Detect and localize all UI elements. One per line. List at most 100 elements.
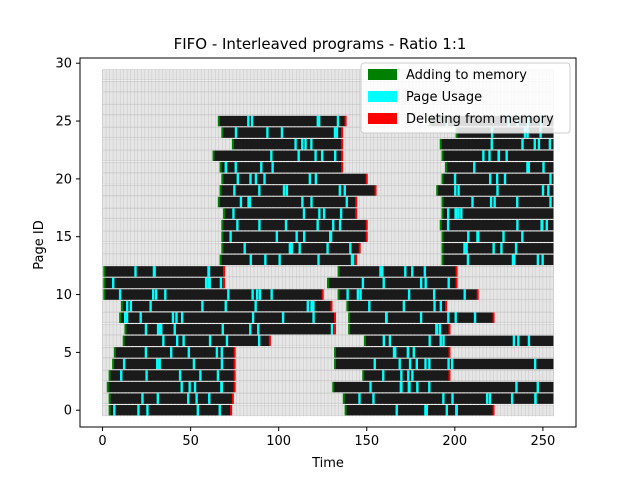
usage-marker (145, 370, 148, 381)
add-marker (441, 196, 444, 208)
legend-label: Adding to memory (406, 68, 527, 83)
add-marker (103, 277, 106, 289)
add-marker (106, 381, 109, 393)
usage-marker (446, 208, 450, 219)
add-marker (337, 266, 340, 277)
resident-interval (220, 185, 376, 196)
usage-marker (534, 393, 537, 404)
usage-marker (521, 231, 524, 242)
usage-marker (394, 347, 397, 358)
usage-marker (537, 138, 541, 150)
usage-marker (500, 243, 503, 254)
usage-marker (251, 312, 255, 323)
usage-marker (281, 312, 285, 323)
usage-marker (250, 115, 254, 127)
resident-interval (328, 277, 457, 289)
usage-marker (549, 173, 552, 185)
usage-marker (415, 358, 419, 370)
usage-marker (146, 405, 149, 416)
usage-marker (503, 173, 507, 185)
usage-marker (251, 289, 254, 300)
delete-marker (341, 150, 344, 161)
add-marker (441, 231, 444, 242)
usage-marker (416, 381, 419, 393)
legend-swatch (368, 91, 397, 102)
usage-marker (249, 324, 252, 335)
usage-marker (314, 173, 318, 185)
usage-marker (173, 324, 176, 335)
usage-marker (497, 150, 500, 161)
usage-marker (545, 219, 548, 231)
usage-marker (511, 254, 515, 266)
add-marker (348, 324, 351, 335)
usage-marker (495, 173, 499, 185)
usage-marker (234, 162, 237, 173)
add-marker (327, 277, 329, 289)
usage-marker (234, 127, 238, 138)
usage-marker (473, 312, 477, 323)
usage-marker (314, 150, 317, 161)
usage-marker (216, 370, 220, 381)
usage-marker (301, 138, 304, 150)
usage-marker (454, 185, 457, 196)
usage-marker (170, 347, 173, 358)
usage-marker (388, 335, 392, 347)
usage-marker (439, 300, 443, 312)
usage-marker (207, 266, 211, 277)
chart-title: FIFO - Interleaved programs - Ratio 1:1 (174, 35, 467, 53)
usage-marker (254, 300, 257, 312)
add-marker (221, 219, 224, 231)
usage-marker (490, 138, 493, 150)
usage-marker (199, 370, 202, 381)
usage-marker (336, 115, 340, 127)
usage-marker (338, 185, 342, 196)
usage-marker (310, 138, 313, 150)
usage-marker (304, 138, 307, 150)
usage-marker (171, 312, 175, 323)
usage-marker (455, 405, 458, 416)
usage-marker (514, 243, 518, 254)
resident-interval (104, 289, 323, 300)
usage-marker (278, 254, 281, 266)
usage-marker (361, 277, 365, 289)
add-marker (112, 358, 115, 370)
usage-marker (447, 312, 450, 323)
usage-marker (236, 173, 239, 185)
delete-marker (341, 162, 344, 173)
usage-marker (541, 185, 545, 196)
add-marker (221, 173, 224, 185)
usage-marker (310, 196, 313, 208)
add-marker (362, 370, 365, 381)
usage-marker (329, 231, 332, 242)
usage-marker (297, 150, 300, 161)
usage-marker (207, 277, 210, 289)
usage-marker (442, 335, 445, 347)
add-marker (119, 312, 122, 323)
add-marker (103, 266, 106, 277)
resident-interval (222, 173, 367, 185)
usage-marker (428, 381, 431, 393)
usage-marker (124, 312, 127, 323)
delete-marker (230, 405, 233, 416)
usage-marker (239, 196, 243, 208)
usage-marker (255, 289, 259, 300)
add-marker (124, 324, 127, 335)
usage-marker (284, 219, 288, 231)
usage-marker (258, 185, 261, 196)
usage-marker (220, 347, 223, 358)
usage-marker (467, 231, 470, 242)
usage-marker (453, 173, 457, 185)
usage-marker (322, 208, 326, 219)
usage-marker (510, 393, 514, 404)
usage-marker (425, 405, 429, 416)
resident-interval (224, 208, 357, 219)
usage-marker (229, 231, 232, 242)
y-tick-label: 0 (64, 404, 72, 419)
add-marker (217, 196, 220, 208)
resident-interval (437, 185, 554, 196)
usage-marker (266, 127, 269, 138)
usage-marker (457, 185, 460, 196)
usage-marker (373, 358, 376, 370)
add-marker (108, 405, 111, 416)
usage-marker (192, 358, 196, 370)
